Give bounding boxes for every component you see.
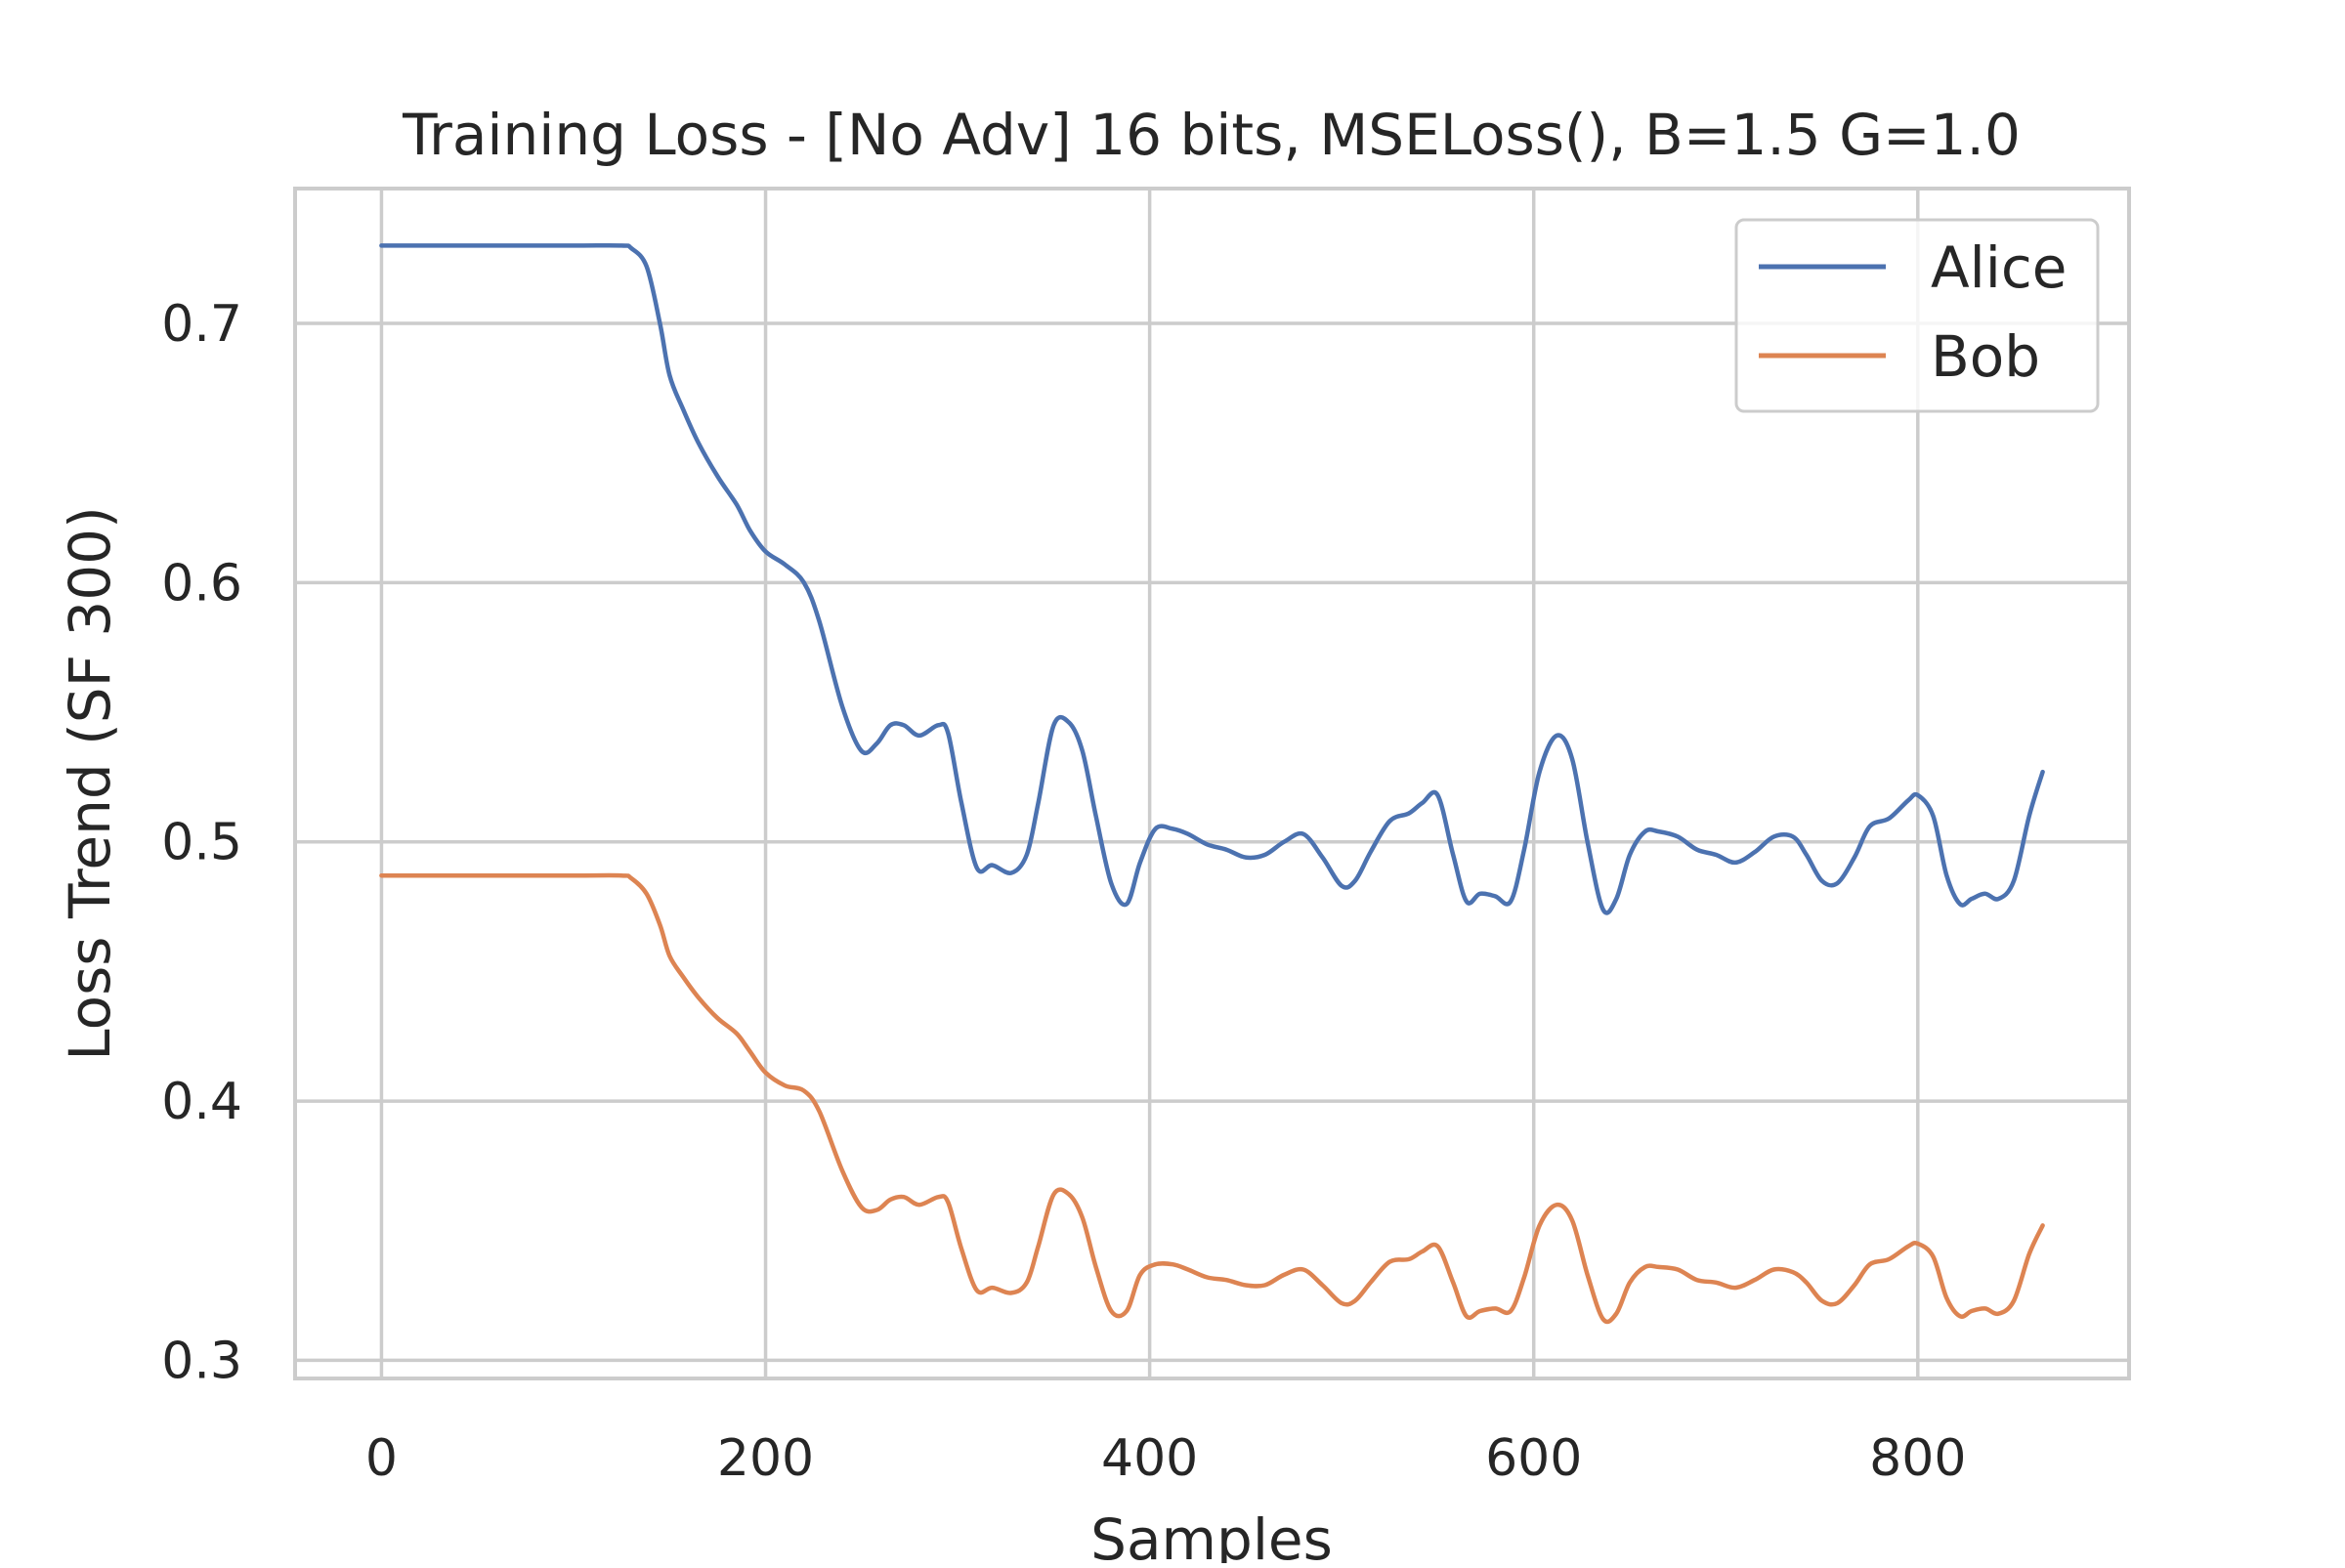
series-line-bob [379, 872, 2045, 1325]
legend-label-bob: Bob [1931, 323, 2040, 390]
series-line-alice [379, 242, 2045, 915]
x-tick-label: 0 [365, 1429, 398, 1488]
legend-label-alice: Alice [1931, 234, 2067, 301]
y-axis-label: Loss Trend (SF 300) [57, 506, 123, 1060]
x-tick-label: 800 [1869, 1429, 1966, 1488]
x-axis-label: Samples [1090, 1506, 1333, 1563]
y-tick-label: 0.6 [161, 554, 242, 613]
y-tick-label: 0.5 [161, 814, 242, 872]
x-tick-label: 400 [1101, 1429, 1198, 1488]
legend: Alice Bob [1734, 218, 2100, 413]
plot-frame [293, 187, 2131, 1380]
y-tick-label: 0.7 [161, 295, 242, 354]
x-tick-label: 200 [717, 1429, 814, 1488]
series-lines [379, 242, 2045, 1325]
y-tick-label: 0.4 [161, 1073, 242, 1131]
y-tick-label: 0.3 [161, 1332, 242, 1390]
tick-labels: 0 200 400 600 800 0.3 0.4 0.5 0.6 0.7 [161, 295, 1966, 1488]
chart-title: Training Loss - [No Adv] 16 bits, MSELos… [402, 102, 2021, 168]
x-tick-label: 600 [1485, 1429, 1582, 1488]
